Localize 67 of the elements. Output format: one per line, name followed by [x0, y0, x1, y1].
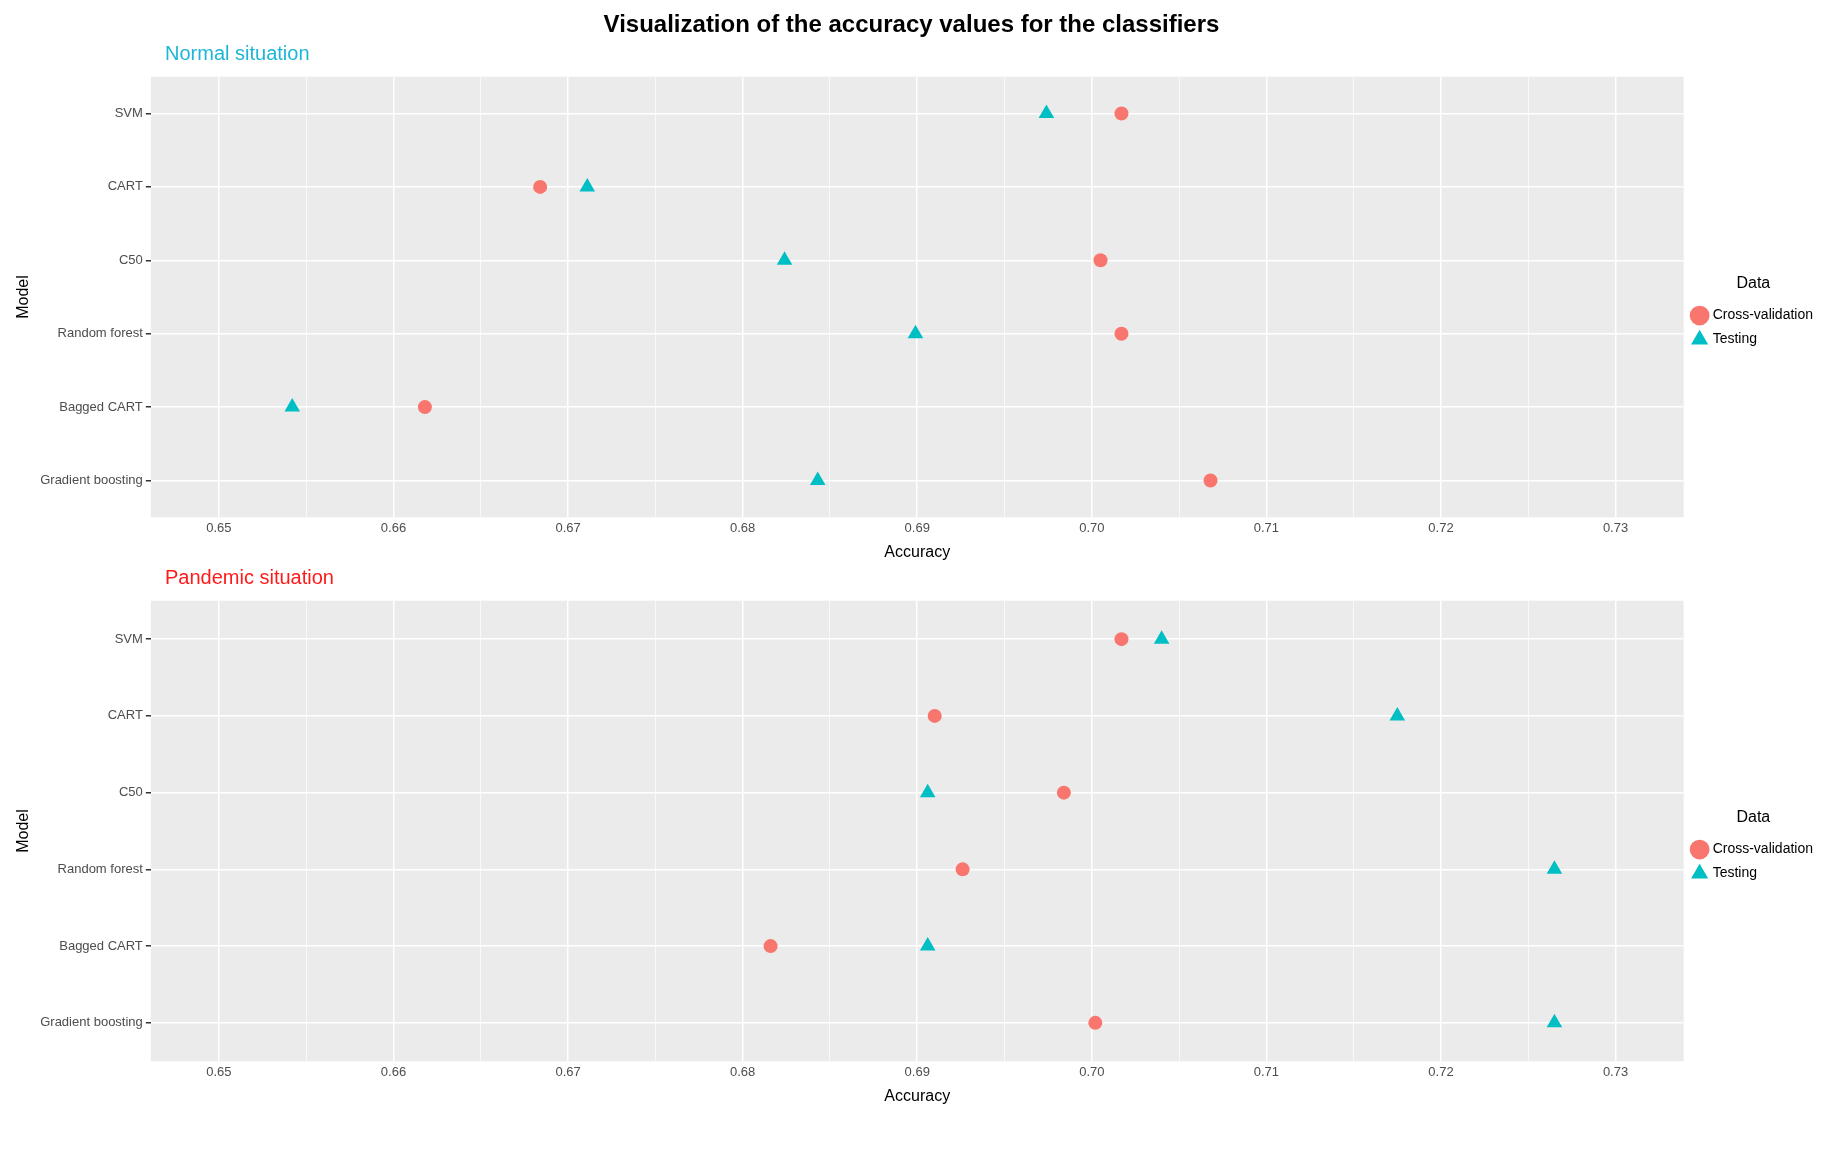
x-tick-label: 0.72 — [1428, 519, 1454, 535]
legend-label: Cross-validation — [1712, 306, 1813, 323]
point — [1093, 253, 1108, 268]
x-tick-label: 0.67 — [555, 1063, 581, 1079]
point — [1389, 706, 1406, 721]
x-axis-title: Accuracy — [884, 1086, 951, 1104]
y-tick-label: Bagged CART — [59, 937, 143, 953]
point — [417, 400, 432, 415]
point — [533, 179, 548, 194]
y-tick-label: SVM — [114, 630, 143, 646]
y-tick-label: Random forest — [57, 860, 144, 876]
chart-subtitle: Normal situation — [165, 42, 311, 66]
x-tick-label: 0.65 — [206, 519, 232, 535]
legend-title: Data — [1736, 807, 1771, 825]
x-axis-title: Accuracy — [884, 542, 951, 560]
x-tick-label: 0.73 — [1602, 1063, 1629, 1079]
x-tick-label: 0.70 — [1079, 1063, 1105, 1079]
point — [919, 783, 936, 798]
y-axis-title: Model — [14, 809, 32, 853]
y-tick-label: Random forest — [57, 325, 144, 341]
y-tick-label: CART — [107, 178, 143, 194]
point — [927, 708, 942, 723]
y-tick-label: C50 — [118, 784, 143, 800]
point — [284, 398, 301, 412]
y-tick-label: Gradient boosting — [40, 472, 143, 488]
point — [1203, 473, 1218, 488]
point — [1153, 630, 1170, 644]
point — [763, 939, 778, 954]
x-tick-label: 0.68 — [729, 1063, 756, 1079]
point — [1038, 104, 1055, 118]
point — [907, 324, 924, 339]
legend-label: Testing — [1712, 864, 1757, 881]
legend-label: Cross-validation — [1712, 840, 1813, 857]
y-axis-title: Model — [14, 275, 32, 319]
point — [1056, 785, 1071, 800]
x-tick-label: 0.65 — [206, 1063, 232, 1079]
point — [1114, 632, 1129, 647]
point — [776, 251, 793, 265]
x-tick-label: 0.70 — [1079, 519, 1105, 535]
legend-label: Testing — [1712, 330, 1757, 347]
point — [1114, 106, 1129, 121]
y-tick-label: Gradient boosting — [40, 1014, 143, 1030]
y-tick-label: CART — [107, 707, 143, 723]
x-tick-label: 0.69 — [904, 1063, 930, 1079]
y-tick-label: Bagged CART — [59, 398, 143, 414]
chart-title: Visualization of the accuracy values for the classifiers — [602, 10, 1221, 38]
point — [1546, 860, 1563, 874]
x-tick-label: 0.73 — [1602, 519, 1629, 535]
x-tick-label: 0.72 — [1428, 1063, 1454, 1079]
point — [579, 177, 596, 192]
x-tick-label: 0.68 — [729, 519, 756, 535]
y-tick-label: SVM — [114, 105, 143, 121]
chart-title: Pandemic situation — [165, 566, 335, 590]
y-tick-label: C50 — [118, 251, 143, 267]
x-tick-label: 0.71 — [1253, 1063, 1280, 1079]
x-tick-label: 0.67 — [555, 519, 581, 535]
legend-title: Data — [1736, 273, 1771, 291]
point — [955, 862, 970, 877]
point — [1114, 326, 1129, 341]
x-tick-label: 0.66 — [380, 519, 407, 535]
x-tick-label: 0.66 — [380, 1063, 407, 1079]
point — [1088, 1015, 1103, 1030]
point — [1546, 1013, 1563, 1028]
x-tick-label: 0.69 — [904, 519, 930, 535]
x-tick-label: 0.71 — [1253, 519, 1280, 535]
point — [919, 937, 936, 951]
point — [809, 471, 826, 485]
